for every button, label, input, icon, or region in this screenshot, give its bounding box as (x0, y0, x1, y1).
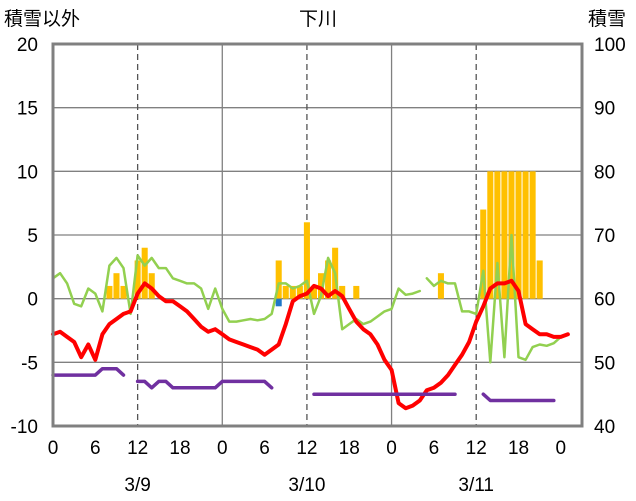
y-right-tick-label: 40 (594, 417, 615, 438)
y-right-tick-label: 60 (594, 290, 615, 311)
precipitation-bar (275, 298, 282, 307)
x-tick-label: 18 (508, 438, 529, 459)
y-left-tick-label: -5 (21, 353, 38, 374)
right-axis-label: 積雪 (588, 8, 626, 30)
precipitation-bar (310, 285, 317, 299)
y-right-tick-label: 90 (594, 99, 615, 120)
snow_depth-line (51, 366, 126, 377)
x-date-label: 3/11 (458, 475, 494, 496)
precipitation-bar (106, 285, 113, 299)
precipitation-bar (501, 171, 508, 299)
precipitation-bar (303, 222, 310, 299)
series-lines (51, 233, 570, 411)
precipitation-bar (289, 285, 296, 299)
x-tick-label: 18 (339, 438, 360, 459)
wind-line (425, 233, 563, 364)
y-left-tick-label: -10 (11, 417, 38, 438)
x-tick-label: 18 (169, 438, 190, 459)
x-tick-label: 6 (90, 438, 101, 459)
precipitation-bar (522, 171, 529, 299)
plot-frame (51, 42, 584, 428)
x-tick-label: 12 (466, 438, 487, 459)
y-left-tick-label: 20 (17, 35, 38, 56)
y-left-tick-label: 15 (17, 99, 38, 120)
x-tick-label: 0 (48, 438, 59, 459)
precipitation-bar (141, 247, 148, 299)
y-right-tick-label: 100 (594, 35, 626, 56)
precipitation-bar (339, 285, 346, 299)
x-tick-label: 0 (386, 438, 397, 459)
precipitation-bar (282, 285, 289, 299)
precipitation-bar (325, 260, 332, 299)
snow_depth-line (481, 392, 556, 403)
x-tick-label: 12 (127, 438, 148, 459)
y-right-tick-label: 80 (594, 162, 615, 183)
x-tick-label: 0 (556, 438, 567, 459)
x-tick-label: 6 (429, 438, 440, 459)
x-tick-label: 6 (259, 438, 270, 459)
precipitation-bar (113, 273, 120, 299)
precipitation-bar (487, 171, 494, 299)
x-tick-label: 12 (296, 438, 317, 459)
precipitation-bars (106, 171, 543, 307)
precipitation-bar (134, 260, 141, 299)
temperature-line (51, 278, 570, 411)
x-date-label: 3/9 (124, 475, 150, 496)
y-left-tick-label: 0 (27, 290, 38, 311)
y-right-tick-label: 50 (594, 353, 615, 374)
y-left-tick-label: 5 (27, 226, 38, 247)
wind-line (51, 254, 422, 331)
precipitation-bar (318, 273, 325, 299)
precipitation-bar (515, 171, 522, 299)
precipitation-bar (536, 260, 543, 299)
precipitation-bar (437, 273, 444, 299)
x-date-label: 3/10 (288, 475, 325, 496)
left-axis-label: 積雪以外 (4, 8, 80, 30)
snow_depth-line (135, 379, 274, 390)
y-right-tick-label: 70 (594, 226, 615, 247)
precipitation-bar (296, 285, 303, 299)
precipitation-bar (120, 285, 127, 299)
precipitation-bar (275, 260, 282, 299)
precipitation-bar (148, 273, 155, 299)
chart-title: 下川 (299, 8, 337, 30)
precipitation-bar (353, 285, 360, 299)
precipitation-bar (494, 171, 501, 299)
precipitation-bar (529, 171, 536, 299)
precipitation-bar (480, 209, 487, 299)
y-left-tick-label: 10 (17, 162, 38, 183)
x-tick-label: 0 (217, 438, 228, 459)
